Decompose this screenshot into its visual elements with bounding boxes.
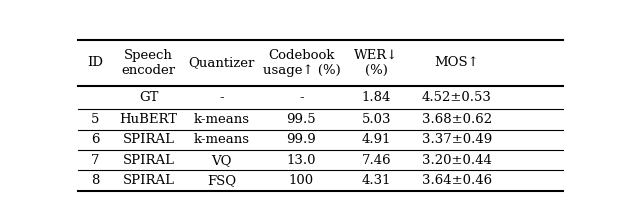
Text: 3.64±0.46: 3.64±0.46 xyxy=(421,174,492,187)
Text: 4.31: 4.31 xyxy=(362,174,391,187)
Text: 4.91: 4.91 xyxy=(362,133,391,146)
Text: k-means: k-means xyxy=(193,133,249,146)
Text: 3.68±0.62: 3.68±0.62 xyxy=(421,113,492,126)
Text: ID: ID xyxy=(87,56,103,69)
Text: SPIRAL: SPIRAL xyxy=(123,133,175,146)
Text: -: - xyxy=(219,91,223,104)
Text: 5.03: 5.03 xyxy=(362,113,391,126)
Text: GT: GT xyxy=(139,91,158,104)
Text: 8: 8 xyxy=(91,174,100,187)
Text: Codebook
usage↑ (%): Codebook usage↑ (%) xyxy=(262,49,341,77)
Text: FSQ: FSQ xyxy=(207,174,236,187)
Text: k-means: k-means xyxy=(193,113,249,126)
Text: SPIRAL: SPIRAL xyxy=(123,174,175,187)
Text: Quantizer: Quantizer xyxy=(188,56,255,69)
Text: VQ: VQ xyxy=(211,154,232,167)
Text: 5: 5 xyxy=(91,113,100,126)
Text: 99.9: 99.9 xyxy=(287,133,316,146)
Text: 3.37±0.49: 3.37±0.49 xyxy=(421,133,492,146)
Text: WER↓
(%): WER↓ (%) xyxy=(354,49,399,77)
Text: MOS↑: MOS↑ xyxy=(434,56,479,69)
Text: Speech
encoder: Speech encoder xyxy=(121,49,176,77)
Text: 7.46: 7.46 xyxy=(362,154,391,167)
Text: HuBERT: HuBERT xyxy=(120,113,178,126)
Text: 99.5: 99.5 xyxy=(287,113,316,126)
Text: 100: 100 xyxy=(289,174,314,187)
Text: 7: 7 xyxy=(91,154,100,167)
Text: 13.0: 13.0 xyxy=(287,154,316,167)
Text: SPIRAL: SPIRAL xyxy=(123,154,175,167)
Text: 6: 6 xyxy=(91,133,100,146)
Text: 3.20±0.44: 3.20±0.44 xyxy=(422,154,491,167)
Text: 4.52±0.53: 4.52±0.53 xyxy=(422,91,491,104)
Text: 1.84: 1.84 xyxy=(362,91,391,104)
Text: -: - xyxy=(299,91,304,104)
